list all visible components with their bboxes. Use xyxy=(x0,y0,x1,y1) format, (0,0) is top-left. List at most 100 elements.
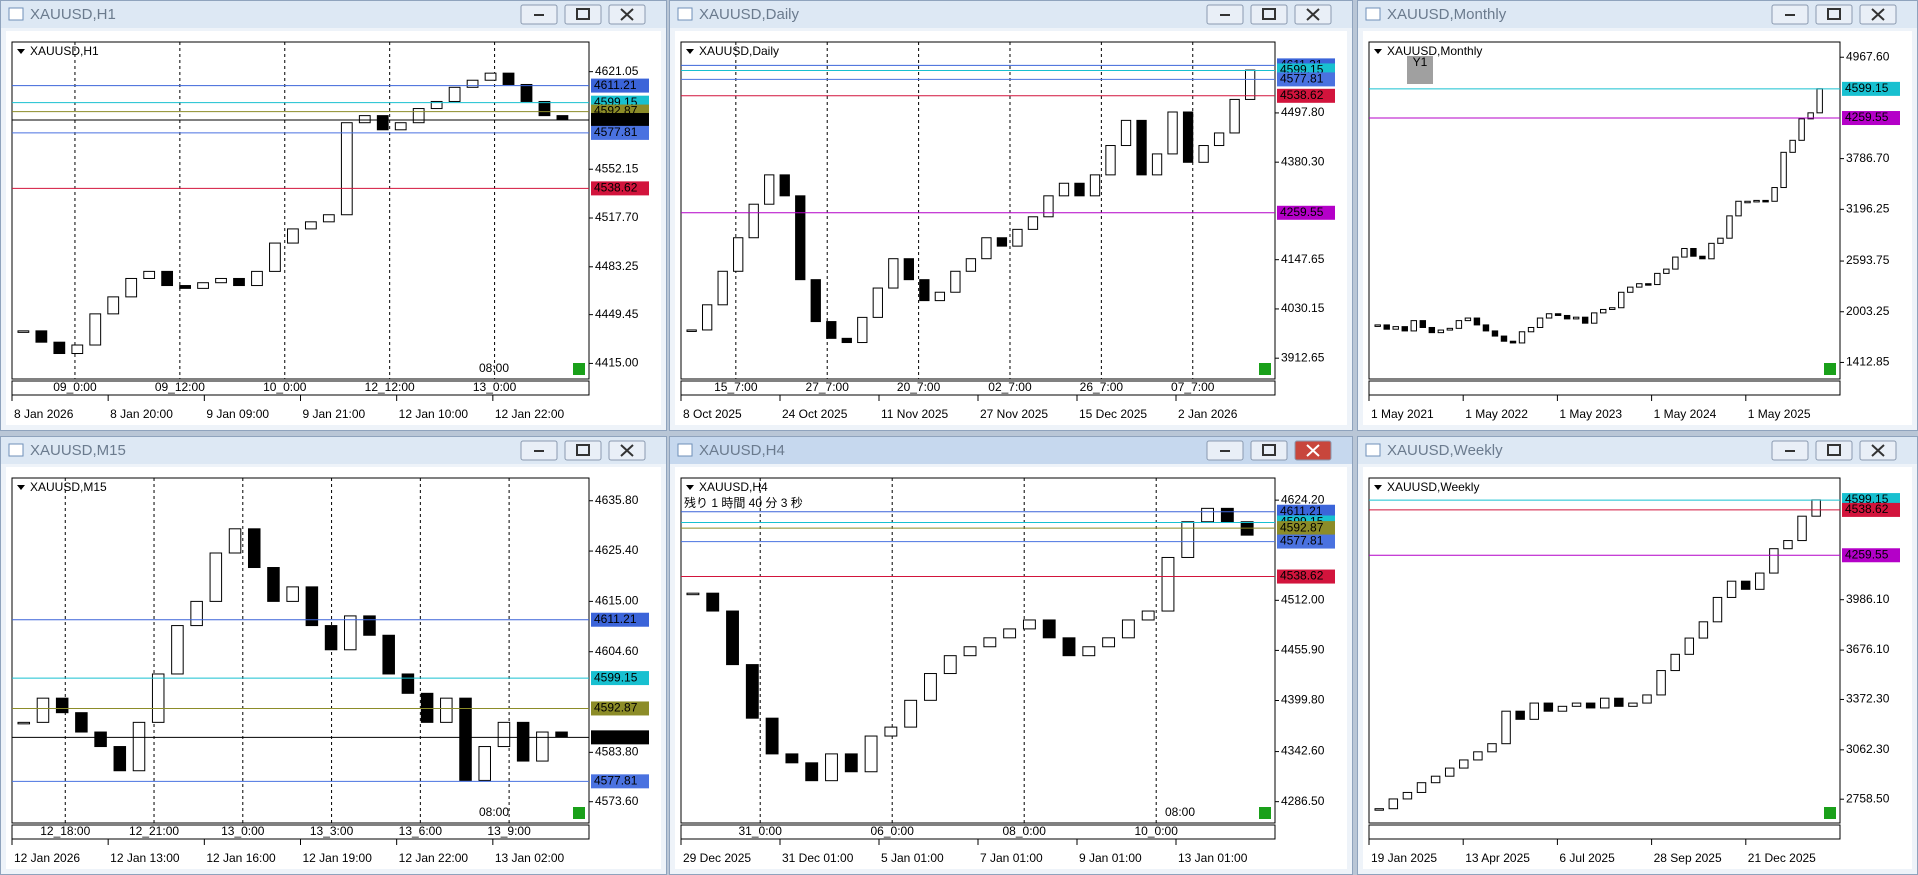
candle xyxy=(785,753,799,764)
maximize-button[interactable] xyxy=(1250,440,1288,461)
window-title: XAUUSD,Weekly xyxy=(1387,442,1503,459)
candle xyxy=(420,692,434,723)
candle xyxy=(983,637,997,648)
candle xyxy=(1515,710,1525,720)
candle xyxy=(1058,182,1070,197)
dropdown-arrow xyxy=(17,49,25,54)
chart-label: XAUUSD,H1 xyxy=(30,44,99,58)
candle xyxy=(1043,195,1054,218)
price-label-bg xyxy=(1277,569,1335,584)
price-label: 4577.81 xyxy=(594,125,638,139)
candle xyxy=(269,242,281,272)
x-tick-label: 8 Oct 2025 xyxy=(683,407,742,421)
price-label-bg xyxy=(591,78,649,93)
x-tick-label: 2 Jan 2026 xyxy=(1178,407,1238,421)
candle xyxy=(1161,556,1175,612)
candle xyxy=(1151,153,1163,176)
candle xyxy=(340,122,353,216)
candle xyxy=(1062,637,1076,657)
candle xyxy=(1136,119,1147,176)
x-tick-label: 13 Apr 2025 xyxy=(1465,851,1530,865)
status-dot xyxy=(573,363,585,375)
window-title: XAUUSD,H4 xyxy=(699,442,785,459)
x-tick-label: 12 Jan 13:00 xyxy=(110,851,180,865)
candle xyxy=(466,79,479,88)
window-icon xyxy=(677,443,693,457)
candle xyxy=(1726,580,1737,598)
candle xyxy=(1642,694,1652,704)
period-label: 06_0:00 xyxy=(871,824,915,838)
chart-area xyxy=(675,467,1347,869)
candle xyxy=(1518,331,1526,344)
maximize-glyph xyxy=(576,444,590,456)
candle xyxy=(363,615,376,636)
candle xyxy=(1402,791,1413,800)
x-tick-label: 1 May 2024 xyxy=(1654,407,1717,421)
candle xyxy=(872,287,883,318)
chart-window: XAUUSD,Daily XAUUSD,Daily 4497.80 4380.30 41… xyxy=(669,0,1353,431)
maximize-button[interactable] xyxy=(564,4,602,25)
close-glyph xyxy=(1306,444,1320,457)
plot-border xyxy=(680,41,1276,380)
candle xyxy=(965,258,977,272)
price-label-bg xyxy=(591,181,649,196)
candle xyxy=(1563,314,1571,320)
price-label: 4538.62 xyxy=(1845,502,1889,516)
candle xyxy=(748,203,759,239)
candle xyxy=(844,753,858,773)
candle xyxy=(1811,499,1821,517)
candle xyxy=(919,279,930,302)
x-tick-label: 12 Jan 16:00 xyxy=(206,851,276,865)
y-tick-label: 4517.70 xyxy=(595,210,639,224)
chart-label: XAUUSD,Daily xyxy=(699,44,779,58)
maximize-button[interactable] xyxy=(564,440,602,461)
candle xyxy=(35,330,48,343)
price-label: 4259.55 xyxy=(1845,110,1889,124)
period-label: 20_7:00 xyxy=(897,380,941,394)
period-label: 12_18:00 xyxy=(40,824,90,838)
status-dot xyxy=(1259,363,1271,375)
candle xyxy=(765,717,779,755)
dropdown-arrow xyxy=(1374,49,1382,54)
y-tick-label: 3196.25 xyxy=(1846,201,1890,215)
price-label: 4599.15 xyxy=(1845,492,1889,506)
y-tick-label: 3372.30 xyxy=(1846,692,1890,706)
candle xyxy=(1529,702,1539,720)
candle xyxy=(1614,697,1624,707)
status-dot xyxy=(1259,807,1271,819)
x-tick-label: 28 Sep 2025 xyxy=(1654,851,1722,865)
candle xyxy=(1656,670,1666,696)
y-tick-label: 4449.45 xyxy=(595,307,639,321)
candle xyxy=(1627,286,1634,293)
y-tick-label: 2003.25 xyxy=(1846,304,1890,318)
maximize-button[interactable] xyxy=(1815,4,1853,25)
candle xyxy=(924,673,937,701)
candle xyxy=(107,296,120,315)
candle xyxy=(1590,312,1598,324)
period-label: 13_6:00 xyxy=(399,824,443,838)
chart-label: XAUUSD,M15 xyxy=(30,480,107,494)
price-label: 4577.81 xyxy=(1280,534,1324,548)
candle xyxy=(1473,751,1483,761)
candle xyxy=(686,592,700,596)
y-tick-label: 4552.15 xyxy=(595,161,639,175)
candle xyxy=(1545,313,1553,319)
candle xyxy=(888,258,899,289)
plot-border xyxy=(11,477,590,824)
candle xyxy=(536,731,549,762)
candle xyxy=(1717,237,1724,244)
chart-label: XAUUSD,Monthly xyxy=(1387,44,1482,58)
chart-label: XAUUSD,H4 xyxy=(699,480,768,494)
period-label: 26_7:00 xyxy=(1080,380,1124,394)
candle xyxy=(943,655,957,675)
period-label: 10_0:00 xyxy=(263,380,307,394)
candle xyxy=(1042,619,1056,639)
maximize-button[interactable] xyxy=(1815,440,1853,461)
window-title: XAUUSD,Monthly xyxy=(1387,6,1507,23)
maximize-button[interactable] xyxy=(1250,4,1288,25)
chart-window: XAUUSD,Weekly XAUUSD,Weekly 3986.10 3676.10… xyxy=(1357,436,1918,875)
candle xyxy=(1105,145,1116,176)
candle xyxy=(71,344,84,355)
window-icon xyxy=(677,7,693,21)
